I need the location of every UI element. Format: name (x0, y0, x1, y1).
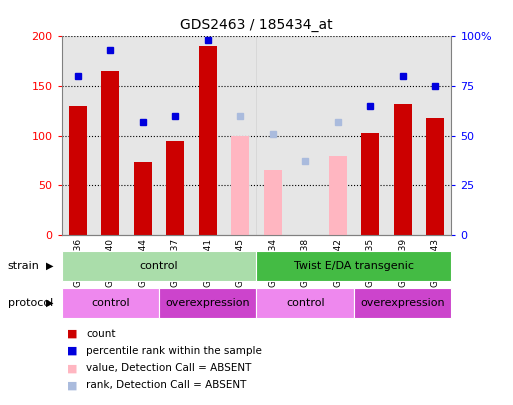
Text: ■: ■ (67, 346, 77, 356)
Bar (354, 36, 386, 235)
Text: percentile rank within the sample: percentile rank within the sample (86, 346, 262, 356)
Text: ▶: ▶ (46, 261, 54, 271)
Bar (159, 36, 191, 235)
Bar (289, 36, 322, 235)
Text: control: control (91, 298, 130, 308)
Bar (394, 104, 411, 235)
Text: Twist E/DA transgenic: Twist E/DA transgenic (294, 261, 414, 271)
Bar (361, 133, 379, 235)
Bar (231, 136, 249, 235)
Text: ▶: ▶ (46, 298, 54, 308)
Text: protocol: protocol (8, 298, 53, 308)
Text: strain: strain (8, 261, 40, 271)
Bar (127, 36, 159, 235)
Bar (329, 156, 347, 235)
Bar (354, 288, 451, 318)
Bar (386, 36, 419, 235)
Text: control: control (140, 261, 179, 271)
Text: control: control (286, 298, 325, 308)
Text: overexpression: overexpression (166, 298, 250, 308)
Bar (62, 251, 256, 281)
Text: ■: ■ (67, 363, 77, 373)
Bar (256, 251, 451, 281)
Bar (134, 162, 152, 235)
Bar (69, 106, 87, 235)
Bar (94, 36, 127, 235)
Bar (166, 141, 184, 235)
Text: ■: ■ (67, 380, 77, 390)
Text: GDS2463 / 185434_at: GDS2463 / 185434_at (180, 18, 333, 32)
Bar (256, 288, 354, 318)
Text: rank, Detection Call = ABSENT: rank, Detection Call = ABSENT (86, 380, 247, 390)
Bar (322, 36, 354, 235)
Bar (419, 36, 451, 235)
Bar (62, 288, 159, 318)
Bar (102, 71, 119, 235)
Bar (224, 36, 256, 235)
Bar (191, 36, 224, 235)
Bar (256, 36, 289, 235)
Bar (264, 171, 282, 235)
Bar (159, 288, 256, 318)
Text: overexpression: overexpression (361, 298, 445, 308)
Bar (426, 118, 444, 235)
Text: count: count (86, 329, 116, 339)
Text: ■: ■ (67, 329, 77, 339)
Text: value, Detection Call = ABSENT: value, Detection Call = ABSENT (86, 363, 251, 373)
Bar (199, 47, 216, 235)
Bar (62, 36, 94, 235)
